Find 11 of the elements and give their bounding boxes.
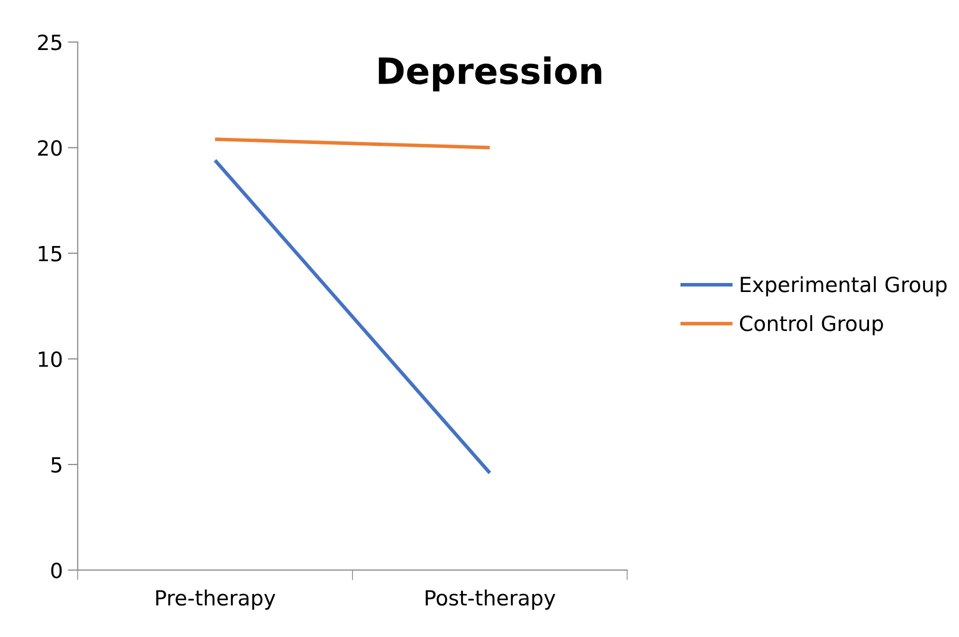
y-tick-label: 5 xyxy=(51,457,62,473)
y-tick-label: 25 xyxy=(38,34,62,50)
chart-title: Depression xyxy=(378,56,602,92)
legend-label: Control Group xyxy=(740,315,883,336)
x-tick-label: Post-therapy xyxy=(426,590,556,610)
y-tick-label: 20 xyxy=(38,140,62,156)
y-tick-label: 10 xyxy=(38,351,62,368)
y-tick-label: 0 xyxy=(51,562,62,578)
y-tick-label: 15 xyxy=(38,246,62,262)
x-tick-label: Pre-therapy xyxy=(156,590,276,610)
legend-label: Experimental Group xyxy=(740,276,947,296)
